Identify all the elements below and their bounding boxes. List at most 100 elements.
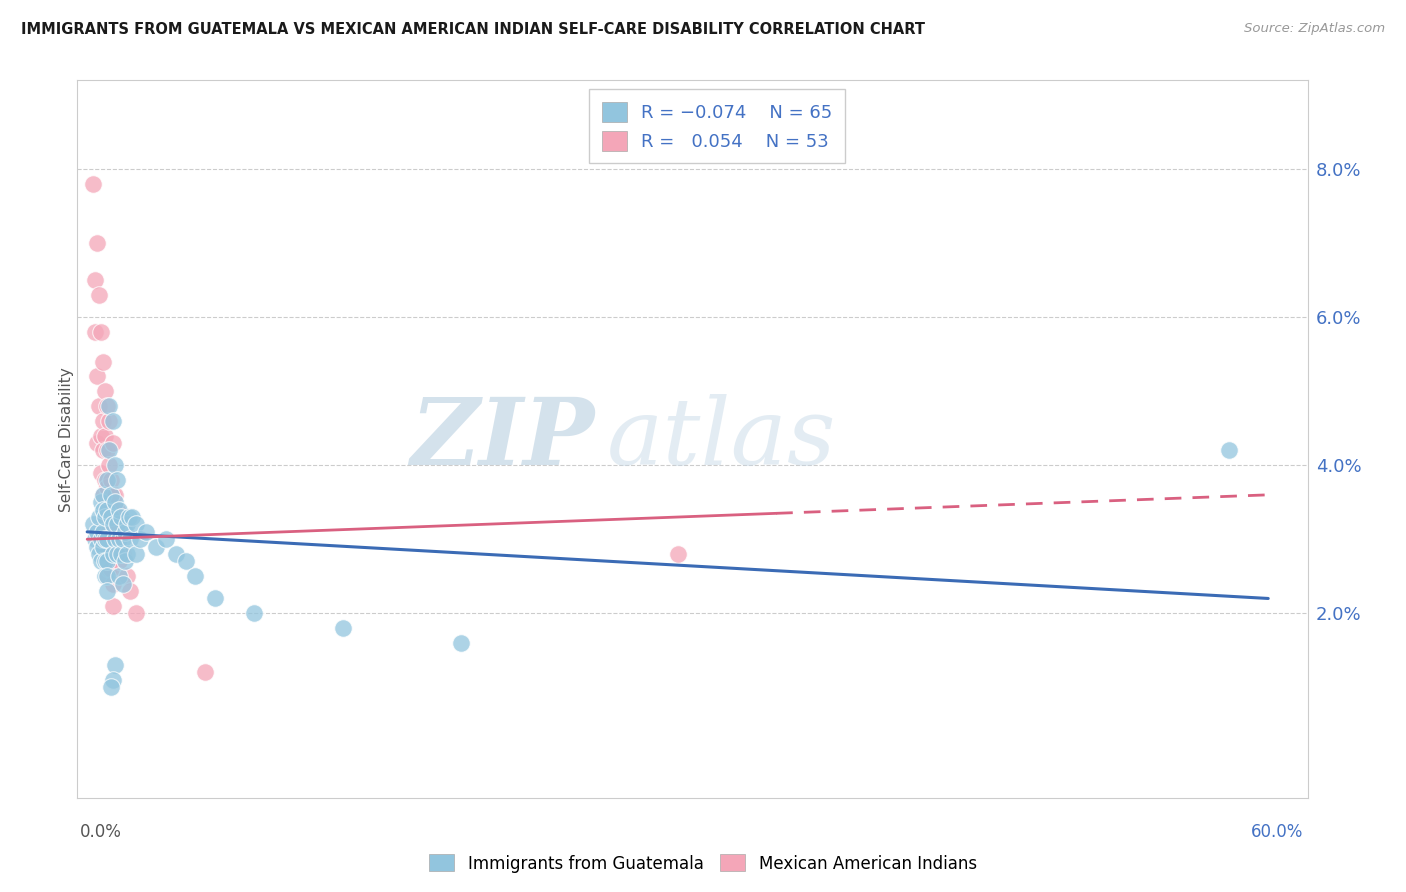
Point xyxy=(121,510,143,524)
Point xyxy=(105,547,128,561)
Point xyxy=(100,473,122,487)
Point xyxy=(94,517,117,532)
Point xyxy=(101,517,124,532)
Point xyxy=(86,369,108,384)
Point xyxy=(96,517,118,532)
Point xyxy=(90,495,112,509)
Point xyxy=(101,436,124,450)
Point xyxy=(94,510,117,524)
Point xyxy=(101,488,124,502)
Point xyxy=(105,517,128,532)
Point xyxy=(1218,443,1240,458)
Point xyxy=(104,488,127,502)
Y-axis label: Self-Care Disability: Self-Care Disability xyxy=(59,367,73,512)
Point xyxy=(100,502,122,516)
Point xyxy=(94,547,117,561)
Point xyxy=(87,288,110,302)
Legend: Immigrants from Guatemala, Mexican American Indians: Immigrants from Guatemala, Mexican Ameri… xyxy=(423,847,983,880)
Point xyxy=(120,584,142,599)
Point xyxy=(96,473,118,487)
Point xyxy=(111,533,134,547)
Point xyxy=(97,495,120,509)
Point xyxy=(165,547,187,561)
Point xyxy=(111,576,134,591)
Point xyxy=(96,584,118,599)
Point xyxy=(90,466,112,480)
Point xyxy=(100,510,122,524)
Point xyxy=(97,562,120,576)
Point xyxy=(107,502,129,516)
Point xyxy=(86,236,108,251)
Point xyxy=(125,607,148,621)
Point xyxy=(100,562,122,576)
Text: IMMIGRANTS FROM GUATEMALA VS MEXICAN AMERICAN INDIAN SELF-CARE DISABILITY CORREL: IMMIGRANTS FROM GUATEMALA VS MEXICAN AME… xyxy=(21,22,925,37)
Point xyxy=(91,540,114,554)
Point xyxy=(97,533,120,547)
Point xyxy=(120,533,142,547)
Text: 0.0%: 0.0% xyxy=(80,822,122,840)
Point xyxy=(101,599,124,613)
Point xyxy=(82,177,104,191)
Point xyxy=(87,547,110,561)
Point xyxy=(115,569,138,583)
Point xyxy=(129,533,152,547)
Point xyxy=(104,533,127,547)
Point xyxy=(96,502,118,516)
Point xyxy=(104,458,127,473)
Point xyxy=(125,517,148,532)
Point xyxy=(115,547,138,561)
Point xyxy=(100,681,122,695)
Point xyxy=(174,554,197,568)
Point xyxy=(90,325,112,339)
Point xyxy=(97,399,120,413)
Point xyxy=(104,495,127,509)
Text: ZIP: ZIP xyxy=(409,394,595,484)
Point xyxy=(91,488,114,502)
Point xyxy=(105,502,128,516)
Point xyxy=(111,547,134,561)
Point xyxy=(91,524,114,539)
Point xyxy=(666,547,689,561)
Point xyxy=(86,540,108,554)
Point xyxy=(96,533,118,547)
Point xyxy=(91,354,114,368)
Point xyxy=(101,517,124,532)
Point xyxy=(101,576,124,591)
Point xyxy=(90,533,112,547)
Point xyxy=(94,473,117,487)
Point xyxy=(114,554,136,568)
Point xyxy=(96,399,118,413)
Point xyxy=(82,517,104,532)
Point xyxy=(101,547,124,561)
Point xyxy=(194,665,217,680)
Point xyxy=(97,443,120,458)
Text: atlas: atlas xyxy=(606,394,835,484)
Point xyxy=(332,621,354,635)
Point xyxy=(97,414,120,428)
Point xyxy=(86,436,108,450)
Point xyxy=(84,273,107,287)
Point xyxy=(94,384,117,399)
Point xyxy=(107,554,129,568)
Point xyxy=(110,510,132,524)
Point xyxy=(96,569,118,583)
Point xyxy=(107,510,129,524)
Point xyxy=(84,325,107,339)
Point xyxy=(117,510,139,524)
Point xyxy=(91,488,114,502)
Point xyxy=(107,533,129,547)
Point xyxy=(96,569,118,583)
Point xyxy=(450,636,472,650)
Point xyxy=(94,428,117,442)
Point xyxy=(94,533,117,547)
Text: 60.0%: 60.0% xyxy=(1251,822,1303,840)
Point xyxy=(135,524,157,539)
Point xyxy=(87,510,110,524)
Point xyxy=(110,547,132,561)
Point xyxy=(91,414,114,428)
Point xyxy=(114,524,136,539)
Point xyxy=(100,488,122,502)
Point xyxy=(243,607,266,621)
Point xyxy=(86,524,108,539)
Point xyxy=(100,533,122,547)
